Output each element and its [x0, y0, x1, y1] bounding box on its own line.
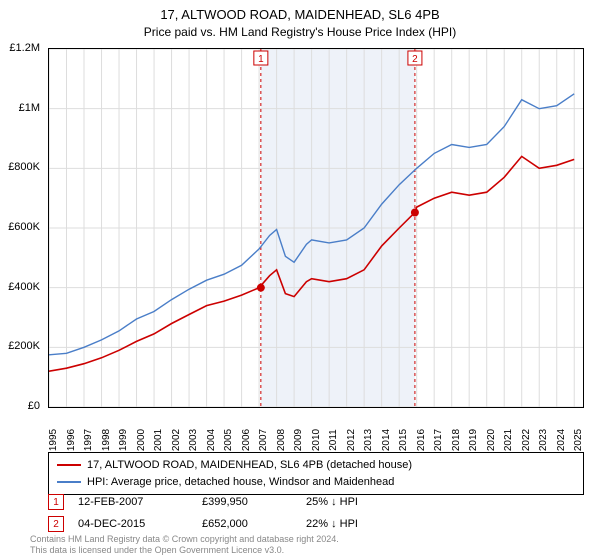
x-tick-label: 2006	[241, 429, 252, 451]
svg-text:1: 1	[258, 54, 264, 65]
x-tick-label: 2020	[486, 429, 497, 451]
x-tick-label: 2023	[538, 429, 549, 451]
legend-label: HPI: Average price, detached house, Wind…	[87, 474, 394, 491]
y-axis-labels: £0£200K£400K£600K£800K£1M£1.2M	[0, 48, 44, 408]
x-tick-label: 1999	[118, 429, 129, 451]
x-tick-label: 1998	[101, 429, 112, 451]
x-tick-label: 2019	[468, 429, 479, 451]
x-tick-label: 2008	[276, 429, 287, 451]
y-tick-label: £0	[28, 400, 40, 412]
marker-number-box: 2	[48, 516, 64, 532]
x-tick-label: 2018	[451, 429, 462, 451]
legend-box: 17, ALTWOOD ROAD, MAIDENHEAD, SL6 4PB (d…	[48, 452, 584, 495]
marker-table: 1 12-FEB-2007 £399,950 25% ↓ HPI 2 04-DEC-201…	[30, 492, 584, 536]
x-tick-label: 2024	[556, 429, 567, 451]
marker-price: £652,000	[202, 518, 292, 530]
x-tick-label: 1997	[83, 429, 94, 451]
marker-date: 04-DEC-2015	[78, 518, 188, 530]
x-tick-label: 2021	[503, 429, 514, 451]
x-tick-label: 1995	[48, 429, 59, 451]
x-tick-label: 2009	[293, 429, 304, 451]
marker-pct: 22% ↓ HPI	[306, 518, 396, 530]
marker-row: 2 04-DEC-2015 £652,000 22% ↓ HPI	[30, 514, 584, 534]
legend-item: HPI: Average price, detached house, Wind…	[57, 474, 575, 491]
x-tick-label: 2025	[573, 429, 584, 451]
y-tick-label: £1M	[19, 102, 40, 114]
x-tick-label: 2005	[223, 429, 234, 451]
x-tick-label: 1996	[66, 429, 77, 451]
y-tick-label: £800K	[8, 161, 40, 173]
chart-title: 17, ALTWOOD ROAD, MAIDENHEAD, SL6 4PB Pr…	[0, 0, 600, 41]
marker-pct: 25% ↓ HPI	[306, 496, 396, 508]
x-tick-label: 2016	[416, 429, 427, 451]
footer-line1: Contains HM Land Registry data © Crown c…	[30, 534, 590, 545]
y-tick-label: £1.2M	[9, 42, 40, 54]
x-tick-label: 2004	[206, 429, 217, 451]
marker-price: £399,950	[202, 496, 292, 508]
x-axis-labels: 1995 1996 1997 1998 1999 2000 2001 2002 2003 2004…	[48, 410, 584, 450]
x-tick-label: 2003	[188, 429, 199, 451]
x-tick-label: 2001	[153, 429, 164, 451]
title-line1: 17, ALTWOOD ROAD, MAIDENHEAD, SL6 4PB	[0, 6, 600, 24]
x-tick-label: 2015	[398, 429, 409, 451]
marker-row: 1 12-FEB-2007 £399,950 25% ↓ HPI	[30, 492, 584, 512]
y-tick-label: £600K	[8, 221, 40, 233]
legend-swatch	[57, 464, 81, 466]
marker-number-box: 1	[48, 494, 64, 510]
plot-area: 12	[48, 48, 584, 408]
x-tick-label: 2013	[363, 429, 374, 451]
x-tick-label: 2002	[171, 429, 182, 451]
x-tick-label: 2007	[258, 429, 269, 451]
marker-date: 12-FEB-2007	[78, 496, 188, 508]
footer-attribution: Contains HM Land Registry data © Crown c…	[30, 534, 590, 556]
x-tick-label: 2014	[381, 429, 392, 451]
footer-line2: This data is licensed under the Open Gov…	[30, 545, 590, 556]
plot-svg: 12	[49, 49, 583, 407]
title-line2: Price paid vs. HM Land Registry's House …	[0, 24, 600, 41]
x-tick-label: 2000	[136, 429, 147, 451]
svg-text:2: 2	[412, 54, 418, 65]
legend-label: 17, ALTWOOD ROAD, MAIDENHEAD, SL6 4PB (d…	[87, 457, 412, 474]
y-tick-label: £400K	[8, 281, 40, 293]
x-tick-label: 2011	[328, 429, 339, 451]
chart-container: 17, ALTWOOD ROAD, MAIDENHEAD, SL6 4PB Pr…	[0, 0, 600, 560]
y-tick-label: £200K	[8, 340, 40, 352]
legend-item: 17, ALTWOOD ROAD, MAIDENHEAD, SL6 4PB (d…	[57, 457, 575, 474]
x-tick-label: 2022	[521, 429, 532, 451]
x-tick-label: 2017	[433, 429, 444, 451]
x-tick-label: 2012	[346, 429, 357, 451]
legend-swatch	[57, 481, 81, 483]
x-tick-label: 2010	[311, 429, 322, 451]
